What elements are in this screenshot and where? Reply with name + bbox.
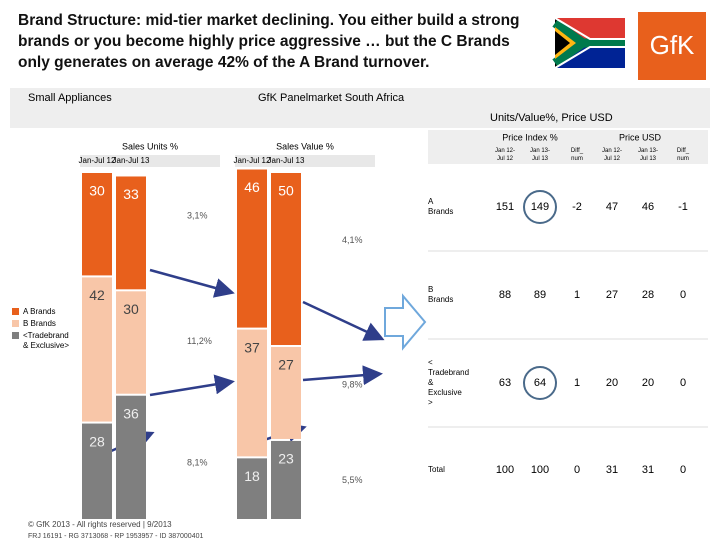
cell: 47	[606, 201, 618, 213]
legend-label: <Tradebrand & Exclusive>	[23, 331, 69, 350]
cell: 20	[642, 377, 654, 389]
value-label: 28	[89, 433, 105, 449]
category-label: Jan-Jul 13	[268, 156, 305, 165]
cell: 31	[606, 464, 618, 476]
column-header: Jan 13-Jul 13	[638, 148, 658, 162]
table-header	[428, 130, 708, 164]
value-label: 36	[123, 405, 139, 421]
bar-segment	[237, 169, 267, 328]
value-label: 33	[123, 186, 139, 202]
value-label: 27	[278, 357, 294, 373]
bar-segment	[82, 173, 112, 276]
legend-label: A Brands	[23, 307, 55, 316]
cell: 1	[574, 289, 580, 301]
bar-segment	[116, 176, 146, 290]
legend-swatch	[12, 332, 19, 339]
row-label: A Brands	[428, 197, 453, 216]
cell: 1	[574, 377, 580, 389]
logo-box	[638, 12, 706, 80]
band	[10, 88, 710, 128]
highlight	[523, 366, 557, 400]
logo: GfK	[650, 30, 695, 60]
cell: 64	[534, 377, 546, 389]
band-right: Units/Value%, Price USD	[490, 112, 613, 124]
band-left: Small Appliances	[28, 92, 112, 104]
group-header: Price Index %	[502, 132, 558, 142]
cell: 100	[496, 464, 514, 476]
annotation: 4,1%	[342, 235, 363, 245]
column-header: Diff_ num	[677, 148, 690, 162]
bar-segment	[82, 277, 112, 422]
cell: 31	[642, 464, 654, 476]
cell: 151	[496, 201, 514, 213]
column-header: Jan 13-Jul 13	[530, 148, 550, 162]
cell: 89	[534, 289, 546, 301]
cell: 20	[606, 377, 618, 389]
value-label: 30	[89, 183, 105, 199]
value-label: 50	[278, 183, 294, 199]
column-header: Diff_ num	[571, 148, 584, 162]
annotation: 11,2%	[187, 336, 212, 346]
bar-segment	[116, 291, 146, 394]
group-header: Price USD	[619, 132, 662, 142]
cell: 63	[499, 377, 511, 389]
highlight	[523, 190, 557, 224]
annotation: 3,1%	[187, 211, 208, 221]
bar-segment	[271, 440, 301, 519]
cell: 149	[531, 201, 549, 213]
legend-label: B Brands	[23, 319, 56, 328]
cell: 0	[574, 464, 580, 476]
column-header: Jan 12-Jul 12	[495, 148, 515, 162]
chart-title: Sales Value %	[276, 141, 334, 151]
bar-segment	[237, 329, 267, 457]
bar-segment	[116, 395, 146, 519]
value-label: 46	[244, 179, 260, 195]
slide-title: Brand Structure: mid-tier market declini…	[18, 12, 520, 71]
annotation: 8,1%	[187, 458, 208, 468]
cell: 88	[499, 289, 511, 301]
cell: 0	[680, 377, 686, 389]
value-label: 23	[278, 451, 294, 467]
flag	[552, 17, 625, 69]
value-label: 37	[244, 339, 260, 355]
column-header: Jan 12-Jul 12	[602, 148, 622, 162]
footer: © GfK 2013 - All rights reserved | 9/201…	[28, 520, 172, 529]
value-label: 42	[89, 287, 105, 303]
footer: FRJ 16191 - RG 3713068 - RP 1953957 - ID…	[28, 533, 203, 540]
category-label: Jan-Jul 13	[113, 156, 150, 165]
category-label: Jan-Jul 12	[79, 156, 116, 165]
header-bar	[235, 155, 375, 167]
row-label: Total	[428, 465, 445, 474]
bar-segment	[271, 173, 301, 345]
cell: 46	[642, 201, 654, 213]
bar-segment	[237, 458, 267, 519]
category-label: Jan-Jul 12	[234, 156, 271, 165]
cell: 100	[531, 464, 549, 476]
header-bar	[80, 155, 220, 167]
cell: 27	[606, 289, 618, 301]
band-center: GfK Panelmarket South Africa	[258, 92, 405, 104]
annotation: 9,8%	[342, 379, 363, 389]
cell: 28	[642, 289, 654, 301]
legend-swatch	[12, 320, 19, 327]
cell: -2	[572, 201, 582, 213]
cell: 0	[680, 289, 686, 301]
cell: 0	[680, 464, 686, 476]
annotation: 5,5%	[342, 475, 363, 485]
row-label: B Brands	[428, 285, 453, 304]
row-label: < Tradebrand & Exclusive >	[428, 358, 469, 407]
bar-segment	[271, 347, 301, 439]
value-label: 18	[244, 468, 260, 484]
big-arrow	[384, 293, 427, 351]
legend-swatch	[12, 308, 19, 315]
cell: -1	[678, 201, 688, 213]
value-label: 30	[123, 301, 139, 317]
chart-title: Sales Units %	[122, 141, 178, 151]
bar-segment	[82, 423, 112, 519]
